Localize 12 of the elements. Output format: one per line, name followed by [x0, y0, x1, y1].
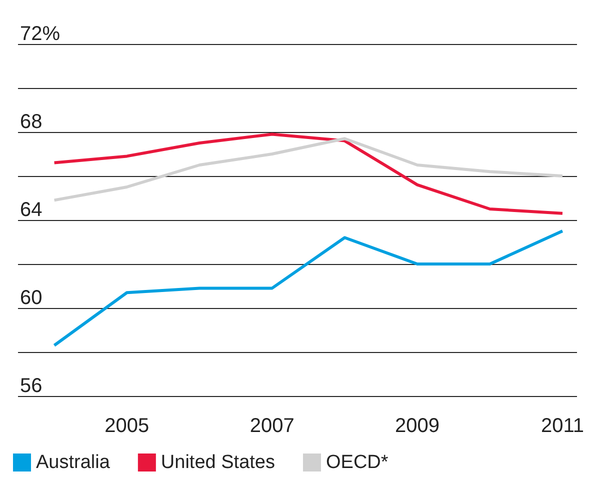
- legend-label: OECD*: [326, 452, 389, 473]
- y-tick-label: 72%: [20, 23, 60, 45]
- y-tick-label: 68: [20, 111, 42, 133]
- y-tick-label: 56: [20, 375, 42, 397]
- y-tick-label: 64: [20, 199, 42, 221]
- x-tick-label: 2009: [395, 415, 440, 437]
- x-tick-label: 2007: [250, 415, 294, 437]
- y-tick-label: 60: [20, 287, 42, 309]
- x-tick-label: 2011: [540, 415, 584, 437]
- legend-label: United States: [160, 452, 275, 473]
- legend-label: Australia: [36, 452, 110, 473]
- x-tick-label: 2005: [104, 415, 150, 437]
